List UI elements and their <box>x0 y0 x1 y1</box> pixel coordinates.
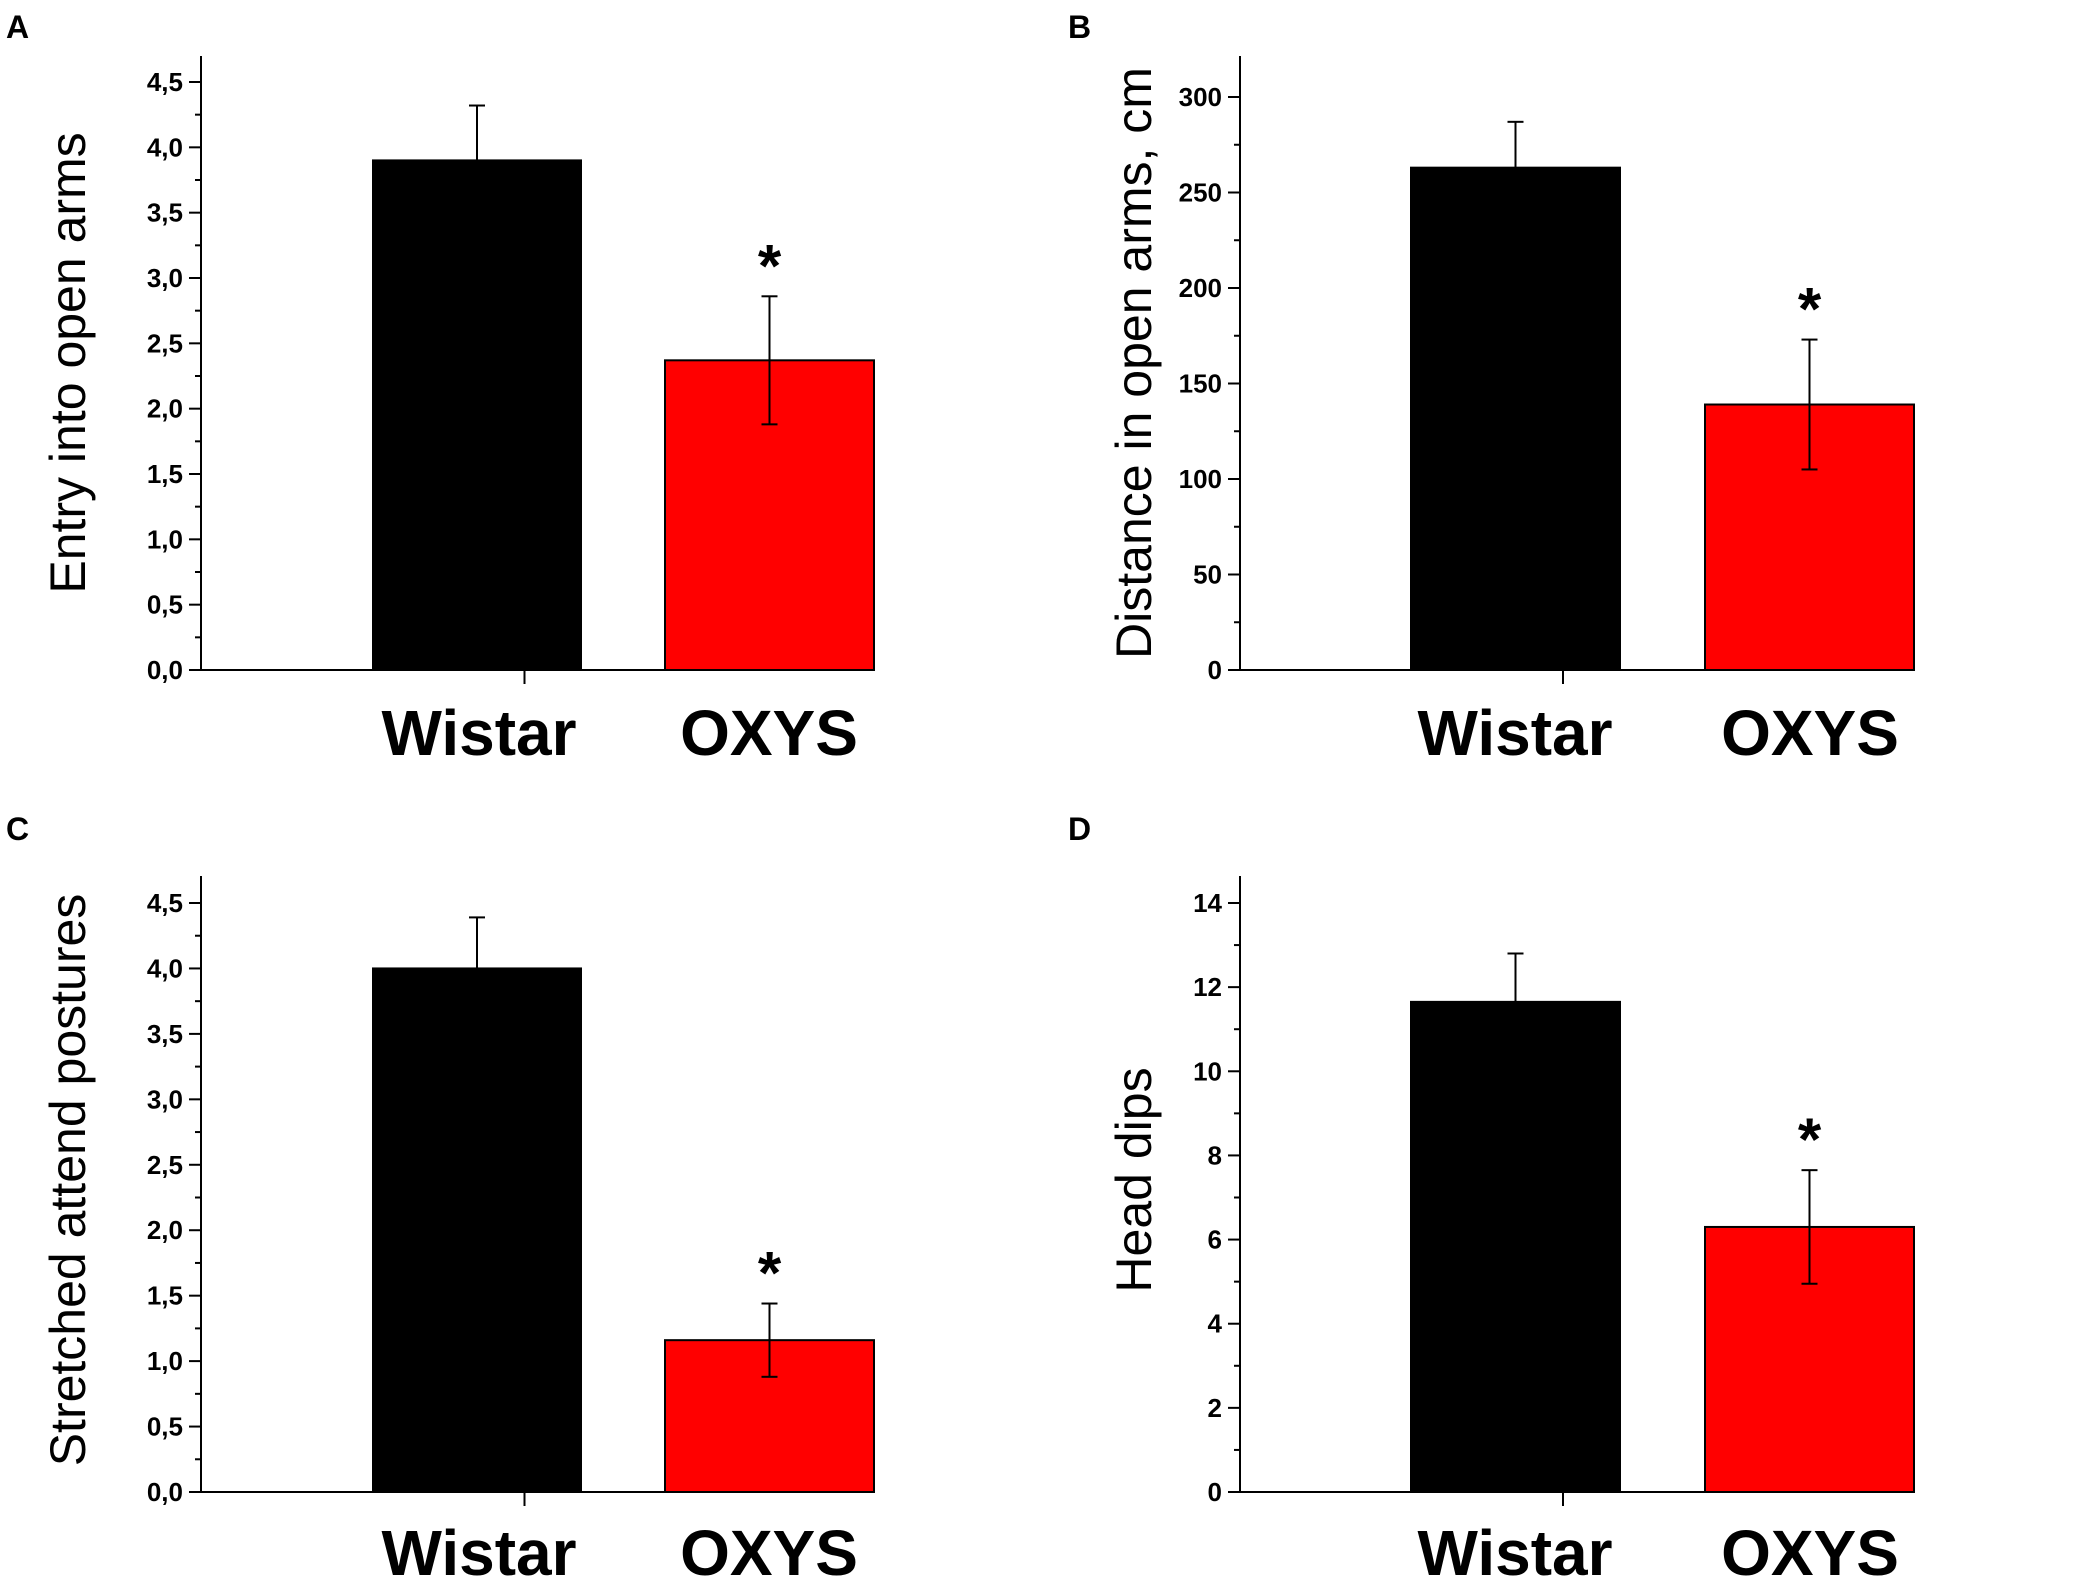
y-tick-label: 1,5 <box>147 459 183 489</box>
y-tick-label: 0 <box>1208 655 1222 685</box>
y-tick-label: 200 <box>1179 273 1222 303</box>
y-tick-label: 2 <box>1208 1393 1222 1423</box>
y-tick-label: 250 <box>1179 178 1222 208</box>
y-axis-label: Entry into open arms <box>40 132 96 593</box>
y-tick-label: 0 <box>1208 1477 1222 1507</box>
y-tick-label: 0,0 <box>147 655 183 685</box>
significance-marker: * <box>1798 276 1822 343</box>
y-tick-label: 14 <box>1193 888 1222 918</box>
y-tick-label: 2,0 <box>147 394 183 424</box>
category-label: OXYS <box>1721 697 1899 769</box>
category-label: Wistar <box>1417 697 1612 769</box>
significance-marker: * <box>758 1240 782 1307</box>
panel-letter: A <box>6 9 29 45</box>
y-tick-label: 4,5 <box>147 67 183 97</box>
y-tick-label: 2,0 <box>147 1215 183 1245</box>
panel-letter: D <box>1068 811 1091 847</box>
panel-letter: B <box>1068 9 1091 45</box>
y-tick-label: 3,5 <box>147 1019 183 1049</box>
y-tick-label: 4 <box>1208 1309 1223 1339</box>
category-label: Wistar <box>381 697 576 769</box>
y-tick-label: 1,0 <box>147 524 183 554</box>
category-label: Wistar <box>1417 1517 1612 1580</box>
y-tick-label: 4,5 <box>147 888 183 918</box>
y-tick-label: 3,0 <box>147 1084 183 1114</box>
bar <box>372 159 582 671</box>
y-tick-label: 100 <box>1179 464 1222 494</box>
y-tick-label: 10 <box>1193 1056 1222 1086</box>
y-axis-label: Head dips <box>1106 1067 1162 1292</box>
y-tick-label: 12 <box>1193 972 1222 1002</box>
y-tick-label: 0,5 <box>147 590 183 620</box>
y-tick-label: 3,5 <box>147 198 183 228</box>
y-tick-label: 8 <box>1208 1140 1222 1170</box>
y-tick-label: 4,0 <box>147 953 183 983</box>
y-tick-label: 0,0 <box>147 1477 183 1507</box>
category-label: OXYS <box>680 1517 858 1580</box>
significance-marker: * <box>758 232 782 299</box>
y-tick-label: 50 <box>1193 560 1222 590</box>
bar <box>372 967 582 1493</box>
y-tick-label: 3,0 <box>147 263 183 293</box>
y-axis-label: Stretched attend postures <box>40 894 96 1467</box>
category-label: Wistar <box>381 1517 576 1580</box>
y-tick-label: 2,5 <box>147 328 183 358</box>
bar <box>1410 166 1621 671</box>
y-tick-label: 0,5 <box>147 1412 183 1442</box>
y-tick-label: 2,5 <box>147 1150 183 1180</box>
panel-letter: C <box>6 811 29 847</box>
bar <box>1410 1000 1621 1493</box>
category-label: OXYS <box>1721 1517 1899 1580</box>
y-tick-label: 300 <box>1179 82 1222 112</box>
y-tick-label: 150 <box>1179 369 1222 399</box>
y-axis-label: Distance in open arms, cm <box>1106 67 1162 659</box>
y-tick-label: 6 <box>1208 1225 1222 1255</box>
y-tick-label: 1,5 <box>147 1281 183 1311</box>
category-label: OXYS <box>680 697 858 769</box>
y-tick-label: 1,0 <box>147 1346 183 1376</box>
significance-marker: * <box>1798 1106 1822 1173</box>
y-tick-label: 4,0 <box>147 132 183 162</box>
